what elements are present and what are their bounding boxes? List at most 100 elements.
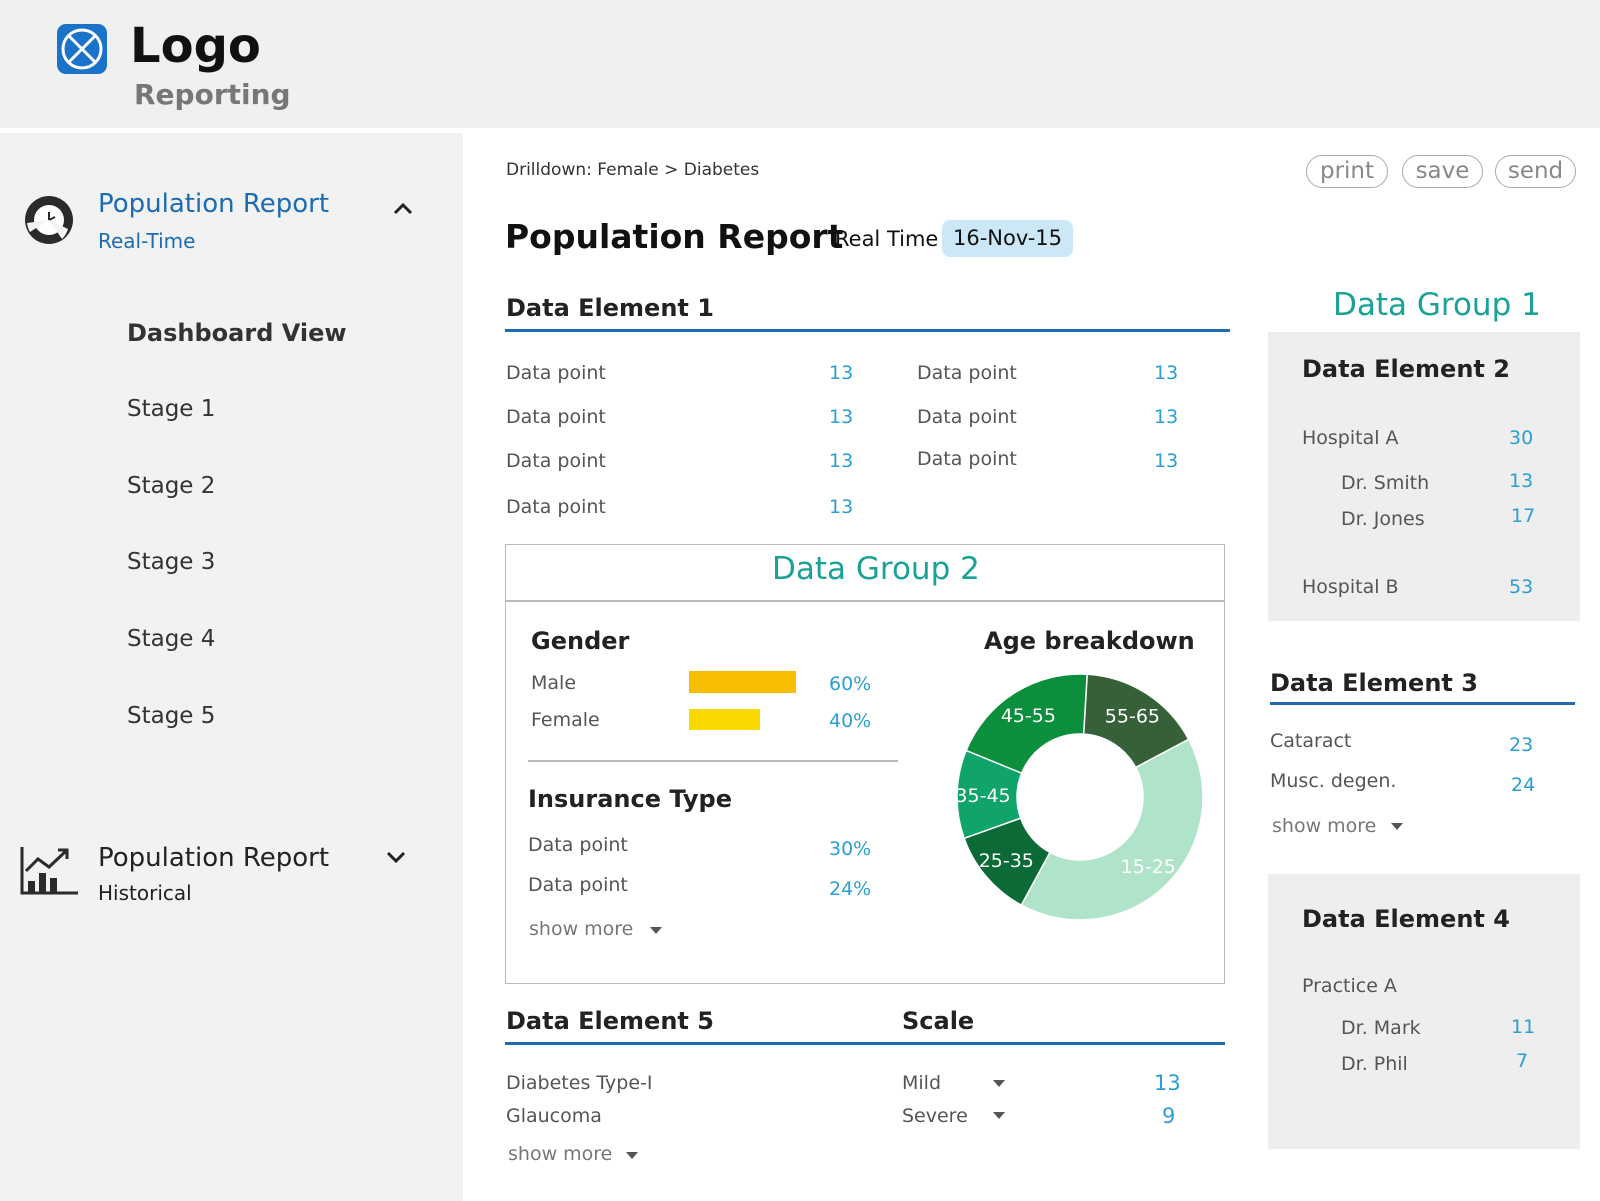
donut-slice-55-65 [1082,673,1190,769]
data-group-2-title: Data Group 2 [772,551,980,587]
data-point-label: Data point [917,406,1017,428]
hospital-value: 53 [1509,576,1534,598]
scale-select[interactable]: Severe [902,1105,968,1127]
hospital-label: Hospital A [1302,427,1399,449]
nav-historical-subtitle: Historical [98,881,192,905]
data-point-value: 13 [829,450,854,472]
scale-select[interactable]: Mild [902,1072,942,1094]
print-button[interactable]: print [1306,155,1388,188]
donut-label-25-35: 25-35 [979,850,1034,872]
data-point-value: 13 [829,406,854,428]
age-breakdown-donut-chart: 15-25 25-35 35-45 45-55 55-65 [955,673,1204,921]
doctor-value: 17 [1511,505,1536,527]
data-point-label: Data point [506,406,606,428]
condition-label: Musc. degen. [1270,770,1397,792]
doctor-label: Dr. Smith [1341,472,1430,494]
sidebar-item-stage-4[interactable]: Stage 4 [127,626,216,652]
nav-population-report-historical[interactable]: Population Report [98,843,330,873]
hospital-value: 30 [1509,427,1534,449]
caret-down-icon[interactable] [993,1080,1005,1087]
donut-label-35-45: 35-45 [955,785,1010,807]
breadcrumb-path[interactable]: Female > Diabetes [597,160,760,180]
donut-label-55-65: 55-65 [1105,705,1160,727]
data-point-value: 13 [1154,406,1179,428]
sidebar-item-stage-3[interactable]: Stage 3 [127,549,216,575]
panel-header-divider [505,600,1225,602]
app-header: Logo Reporting [0,0,1600,128]
chevron-down-icon[interactable] [385,849,407,865]
condition-value: 9 [1162,1104,1176,1128]
sidebar-item-stage-5[interactable]: Stage 5 [127,703,216,729]
caret-down-icon[interactable] [650,927,662,934]
breadcrumb-label: Drilldown [506,160,587,180]
logo-icon [57,24,107,74]
hospital-label: Hospital B [1302,576,1399,598]
scale-title: Scale [902,1007,975,1035]
show-more-link[interactable]: show more [529,918,634,940]
donut-slice-45-55 [965,673,1089,775]
doctor-value: 13 [1509,470,1534,492]
data-point-label: Data point [528,874,628,896]
condition-label: Glaucoma [506,1105,602,1127]
data-point-value: 13 [829,496,854,518]
condition-value: 24 [1511,774,1536,796]
section-divider [528,760,898,762]
doctor-label: Dr. Phil [1341,1053,1408,1075]
send-button[interactable]: send [1495,155,1576,188]
age-breakdown-title: Age breakdown [984,627,1195,655]
data-element-4-panel [1268,874,1580,1149]
data-group-1-title: Data Group 1 [1333,287,1541,323]
data-element-5-title: Data Element 5 [506,1007,714,1035]
sidebar-item-stage-1[interactable]: Stage 1 [127,396,216,422]
condition-value: 23 [1509,734,1534,756]
data-point-label: Data point [506,362,606,384]
chevron-up-icon[interactable] [392,200,414,216]
data-point-value: 30% [829,838,872,860]
data-element-1-title: Data Element 1 [506,294,714,322]
caret-down-icon[interactable] [993,1112,1005,1119]
practice-label: Practice A [1302,975,1397,997]
condition-label: Diabetes Type-I [506,1072,653,1094]
data-point-value: 13 [1154,450,1179,472]
section-divider [505,329,1230,332]
data-element-2-panel [1268,332,1580,621]
report-date-badge[interactable]: 16-Nov-15 [942,220,1074,257]
nav-population-report-realtime[interactable]: Population Report [98,189,330,219]
data-point-label: Data point [506,496,606,518]
donut-label-45-55: 45-55 [1001,705,1056,727]
show-more-link[interactable]: show more [1272,815,1377,837]
clock-pie-icon [24,195,74,245]
save-button[interactable]: save [1402,155,1483,188]
insurance-type-title: Insurance Type [528,785,732,813]
gender-bar-male [689,671,796,693]
nav-realtime-subtitle: Real-Time [98,229,196,253]
sidebar-item-dashboard-view[interactable]: Dashboard View [127,319,347,347]
doctor-label: Dr. Mark [1341,1017,1421,1039]
gender-bar-female [689,709,760,730]
donut-label-15-25: 15-25 [1121,856,1176,878]
data-point-label: Data point [917,362,1017,384]
gender-label-female: Female [531,709,600,731]
data-point-label: Data point [506,450,606,472]
data-element-4-title: Data Element 4 [1302,905,1510,933]
sidebar-item-stage-2[interactable]: Stage 2 [127,473,216,499]
caret-down-icon[interactable] [1391,823,1403,830]
show-more-link[interactable]: show more [508,1143,613,1165]
condition-value: 13 [1154,1071,1181,1095]
data-element-2-title: Data Element 2 [1302,355,1510,383]
section-divider [505,1042,1225,1045]
section-divider [1270,702,1575,705]
breadcrumb: Drilldown: Female > Diabetes [506,160,760,180]
data-point-value: 13 [1154,362,1179,384]
data-element-3-title: Data Element 3 [1270,669,1478,697]
donut-slice-15-25 [1020,738,1204,921]
condition-label: Cataract [1270,730,1352,752]
report-mode-label: Real Time [835,227,939,251]
logo-text: Logo [130,18,261,74]
data-point-label: Data point [917,448,1017,470]
doctor-label: Dr. Jones [1341,508,1425,530]
data-group-2-panel [505,544,1225,984]
data-point-value: 13 [829,362,854,384]
caret-down-icon[interactable] [626,1152,638,1159]
sidebar: Population Report Real-Time Dashboard Vi… [0,133,463,1201]
